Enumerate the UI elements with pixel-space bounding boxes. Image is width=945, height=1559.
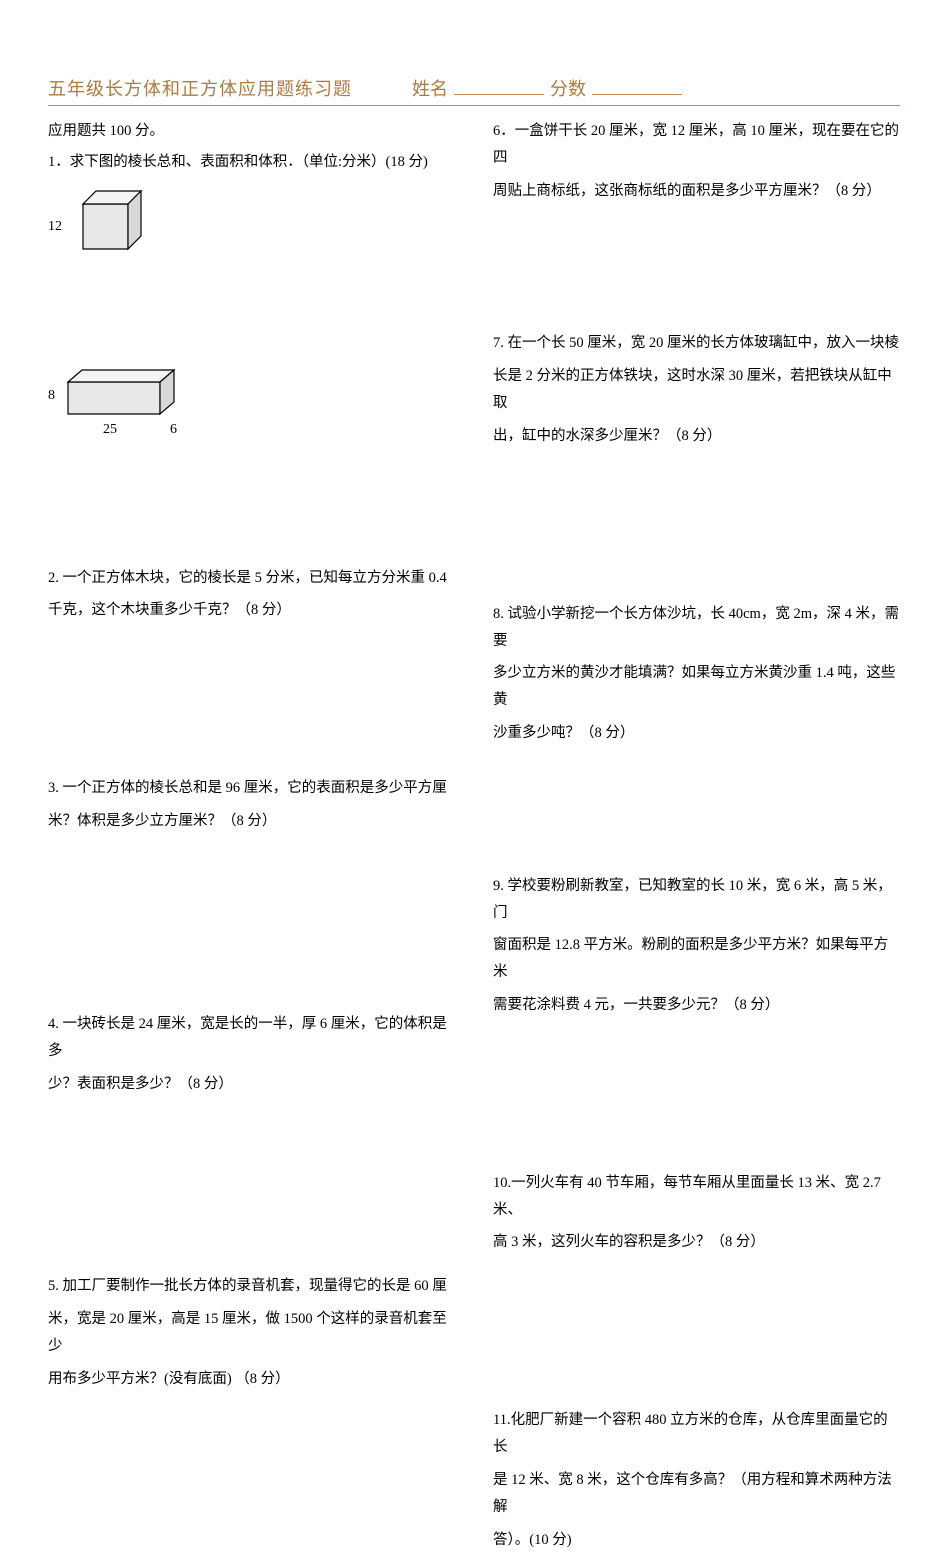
cube-icon — [70, 186, 150, 266]
header-fields: 姓名 分数 — [412, 75, 688, 101]
question-5-line1: 5. 加工厂要制作一批长方体的录音机套，现量得它的长是 60 厘 — [48, 1273, 455, 1300]
left-column: 应用题共 100 分。 1．求下图的棱长总和、表面积和体积．（单位:分米）(18… — [48, 118, 455, 1559]
question-4-line2: 少？表面积是多少？（8 分） — [48, 1071, 455, 1098]
question-2-line1: 2. 一个正方体木块，它的棱长是 5 分米，已知每立方分米重 0.4 — [48, 565, 455, 592]
cube-figure: 12 — [48, 184, 455, 279]
question-8-line2: 多少立方米的黄沙才能填满？如果每立方米黄沙重 1.4 吨，这些黄 — [493, 660, 900, 714]
right-column: 6．一盒饼干长 20 厘米，宽 12 厘米，高 10 厘米，现在要在它的四 周贴… — [493, 118, 900, 1559]
score-blank — [592, 94, 682, 95]
question-10-line1: 10.一列火车有 40 节车厢，每节车厢从里面量长 13 米、宽 2.7 米、 — [493, 1170, 900, 1224]
question-11-line1: 11.化肥厂新建一个容积 480 立方米的仓库，从仓库里面量它的长 — [493, 1407, 900, 1461]
score-label: 分数 — [550, 75, 586, 101]
question-7-line2: 长是 2 分米的正方体铁块，这时水深 30 厘米，若把铁块从缸中取 — [493, 363, 900, 417]
cuboid-icon — [62, 367, 202, 422]
question-11-line3: 答）。(10 分) — [493, 1527, 900, 1554]
cuboid-dim-8: 8 — [48, 383, 55, 409]
worksheet-header: 五年级长方体和正方体应用题练习题 姓名 分数 — [48, 75, 900, 106]
question-3-line2: 米？体积是多少立方厘米？（8 分） — [48, 808, 455, 835]
cuboid-dim-6: 6 — [170, 417, 177, 443]
cuboid-dim-25: 25 — [103, 417, 117, 443]
total-points: 应用题共 100 分。 — [48, 118, 455, 145]
question-1: 1．求下图的棱长总和、表面积和体积．（单位:分米）(18 分) — [48, 149, 455, 176]
name-label: 姓名 — [412, 75, 448, 101]
question-5-line3: 用布多少平方米？(没有底面) （8 分） — [48, 1366, 455, 1393]
question-3-line1: 3. 一个正方体的棱长总和是 96 厘米，它的表面积是多少平方厘 — [48, 775, 455, 802]
question-11-line2: 是 12 米、宽 8 米，这个仓库有多高？（用方程和算术两种方法解 — [493, 1467, 900, 1521]
question-9-line2: 窗面积是 12.8 平方米。粉刷的面积是多少平方米？如果每平方米 — [493, 932, 900, 986]
name-blank — [454, 94, 544, 95]
question-9-line3: 需要花涂料费 4 元，一共要多少元？（8 分） — [493, 992, 900, 1019]
question-7-line1: 7. 在一个长 50 厘米，宽 20 厘米的长方体玻璃缸中，放入一块棱 — [493, 330, 900, 357]
question-5-line2: 米，宽是 20 厘米，高是 15 厘米，做 1500 个这样的录音机套至少 — [48, 1306, 455, 1360]
question-7-line3: 出，缸中的水深多少厘米？（8 分） — [493, 423, 900, 450]
worksheet-title: 五年级长方体和正方体应用题练习题 — [48, 75, 352, 101]
question-8-line1: 8. 试验小学新挖一个长方体沙坑，长 40cm，宽 2m，深 4 米，需要 — [493, 601, 900, 655]
question-9-line1: 9. 学校要粉刷新教室，已知教室的长 10 米，宽 6 米，高 5 米，门 — [493, 873, 900, 927]
cuboid-figure: 8 25 6 — [48, 367, 455, 447]
question-6-line2: 周贴上商标纸，这张商标纸的面积是多少平方厘米？（8 分） — [493, 178, 900, 205]
cube-dim-12: 12 — [48, 214, 62, 240]
question-2-line2: 千克，这个木块重多少千克？（8 分） — [48, 597, 455, 624]
question-6-line1: 6．一盒饼干长 20 厘米，宽 12 厘米，高 10 厘米，现在要在它的四 — [493, 118, 900, 172]
question-10-line2: 高 3 米，这列火车的容积是多少？（8 分） — [493, 1229, 900, 1256]
content-columns: 应用题共 100 分。 1．求下图的棱长总和、表面积和体积．（单位:分米）(18… — [48, 118, 900, 1559]
question-8-line3: 沙重多少吨？（8 分） — [493, 720, 900, 747]
question-4-line1: 4. 一块砖长是 24 厘米，宽是长的一半，厚 6 厘米，它的体积是多 — [48, 1011, 455, 1065]
